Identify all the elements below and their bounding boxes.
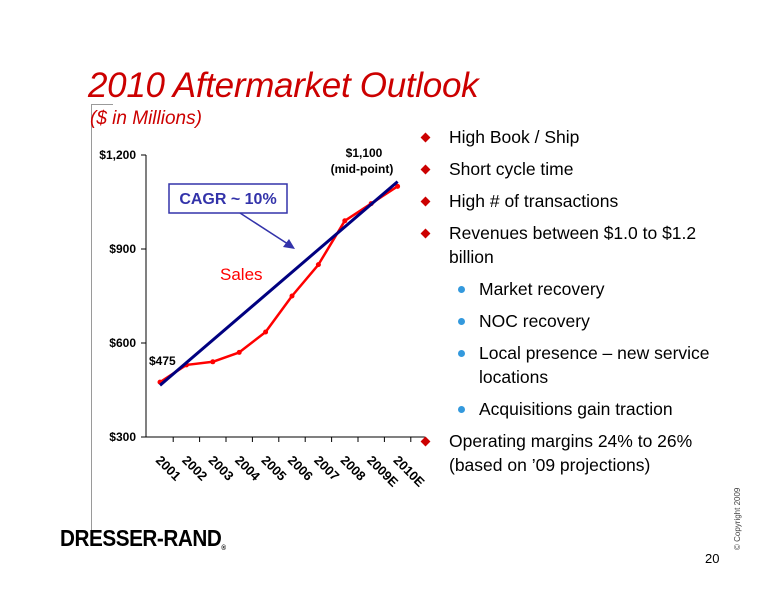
y-tick-label: $300 bbox=[109, 430, 136, 444]
logo-registered-mark: ® bbox=[221, 545, 226, 552]
dresser-rand-logo: DRESSER-RAND® bbox=[60, 525, 226, 552]
bullet-item: Operating margins 24% to 26% (based on ’… bbox=[418, 429, 718, 477]
sub-bullet-item: Local presence – new service locations bbox=[418, 341, 718, 389]
dot-bullet-icon bbox=[458, 406, 465, 413]
sales-data-point bbox=[210, 359, 216, 365]
logo-text: DRESSER-RAND bbox=[60, 525, 222, 551]
sales-data-point bbox=[395, 183, 401, 189]
bullet-text: Local presence – new service locations bbox=[479, 343, 710, 387]
sales-line bbox=[159, 185, 399, 384]
bullet-list: High Book / Ship Short cycle time High # o… bbox=[418, 125, 718, 485]
sub-bullet-item: NOC recovery bbox=[418, 309, 718, 333]
bullet-item: Short cycle time bbox=[418, 157, 718, 181]
cagr-arrow-line bbox=[239, 212, 292, 247]
cagr-arrow-head-icon bbox=[283, 239, 295, 249]
x-tick-label: 2005 bbox=[258, 453, 289, 484]
dot-bullet-icon bbox=[458, 350, 465, 357]
y-tick-label: $600 bbox=[109, 336, 136, 350]
bullet-item: Revenues between $1.0 to $1.2 billion bbox=[418, 221, 718, 269]
cagr-callout-box bbox=[168, 183, 288, 214]
diamond-bullet-icon bbox=[420, 196, 431, 207]
x-tick-label: 2001 bbox=[153, 453, 184, 484]
sales-series-label: Sales bbox=[220, 265, 263, 284]
x-tick-label: 2004 bbox=[232, 453, 264, 485]
diamond-bullet-icon bbox=[420, 132, 431, 143]
dot-bullet-icon bbox=[458, 286, 465, 293]
bullet-text: Operating margins 24% to 26% (based on ’… bbox=[449, 431, 693, 475]
y-tick-label: $1,200 bbox=[99, 148, 136, 162]
page-number: 20 bbox=[705, 551, 720, 566]
sales-data-point bbox=[289, 293, 295, 299]
bullet-item: High # of transactions bbox=[418, 189, 718, 213]
end-value-label: $1,100 bbox=[346, 146, 383, 160]
x-tick-label: 2007 bbox=[311, 453, 342, 484]
sub-bullet-item: Acquisitions gain traction bbox=[418, 397, 718, 421]
y-tick-label: $900 bbox=[109, 242, 136, 256]
bullet-item: High Book / Ship bbox=[418, 125, 718, 149]
bullet-text: Short cycle time bbox=[449, 159, 574, 179]
diamond-bullet-icon bbox=[420, 164, 431, 175]
bullet-text: High # of transactions bbox=[449, 191, 619, 211]
dot-bullet-icon bbox=[458, 318, 465, 325]
sales-data-point bbox=[342, 218, 348, 224]
bullet-text: Market recovery bbox=[479, 279, 605, 299]
copyright-notice: © Copyright 2009 bbox=[733, 487, 742, 550]
cagr-trend-line bbox=[159, 180, 399, 387]
sales-data-point bbox=[263, 329, 269, 335]
diamond-bullet-icon bbox=[420, 228, 431, 239]
bullet-text: Acquisitions gain traction bbox=[479, 399, 673, 419]
x-tick-label: 2008 bbox=[338, 453, 369, 484]
left-frame-line bbox=[91, 104, 92, 534]
bullet-text: High Book / Ship bbox=[449, 127, 580, 147]
bullet-text: Revenues between $1.0 to $1.2 billion bbox=[449, 223, 697, 267]
slide-title: 2010 Aftermarket Outlook bbox=[88, 66, 479, 105]
sales-data-point bbox=[236, 349, 242, 355]
x-tick-label: 2003 bbox=[206, 453, 237, 484]
diamond-bullet-icon bbox=[420, 436, 431, 447]
sales-data-point bbox=[315, 262, 321, 268]
cagr-callout-text: CAGR ~ 10% bbox=[179, 191, 276, 208]
start-value-label: $475 bbox=[149, 354, 176, 368]
bullet-text: NOC recovery bbox=[479, 311, 590, 331]
slide-subtitle: ($ in Millions) bbox=[90, 108, 202, 129]
x-tick-label: 2002 bbox=[179, 453, 210, 484]
top-frame-tick bbox=[91, 104, 113, 105]
x-tick-label: 2006 bbox=[285, 453, 316, 484]
end-value-sublabel: (mid-point) bbox=[331, 162, 394, 176]
sub-bullet-item: Market recovery bbox=[418, 277, 718, 301]
